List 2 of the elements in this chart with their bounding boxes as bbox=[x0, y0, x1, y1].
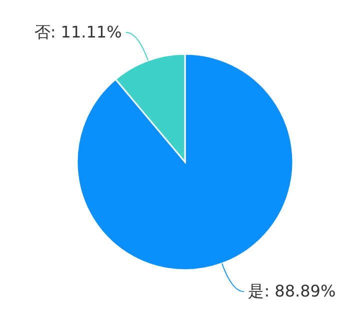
slice-label: 是: 88.89% bbox=[248, 282, 336, 301]
slice-label: 否: 11.11% bbox=[34, 22, 122, 42]
